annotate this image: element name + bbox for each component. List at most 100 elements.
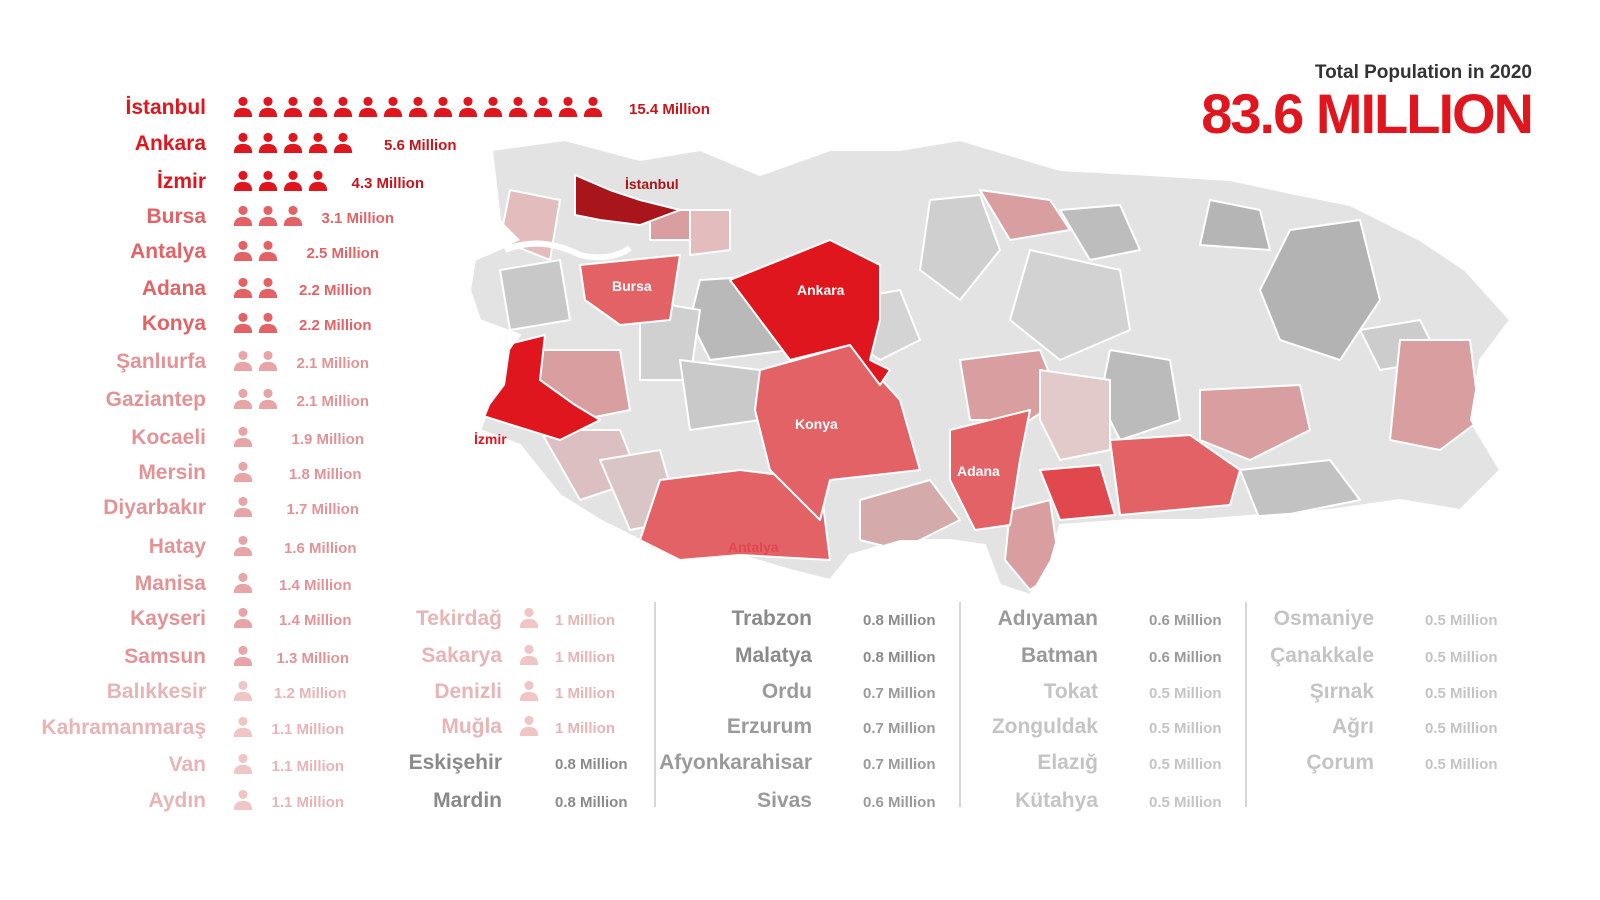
value-label: 1.3 Million [277,650,350,667]
bar-row: Ordu 0.7 Million [762,680,936,703]
map-label-ankara: Ankara [797,282,845,298]
value-label: 1 Million [555,720,615,737]
bar-row: Çanakkale 0.5 Million [1270,644,1497,667]
category-label: Erzurum [727,715,812,738]
value-label: 2.5 Million [307,245,380,262]
category-label: Mersin [138,461,206,484]
value-label: 0.8 Million [863,612,936,629]
category-label: Malatya [735,644,812,667]
category-label: Muğla [441,715,502,738]
person-icon [283,205,303,226]
person-icon [1113,644,1126,665]
person-icon [258,535,271,556]
value-label: 0.6 Million [1149,649,1222,666]
person-icon [258,277,278,298]
person-icon [519,715,539,736]
bar-row: İstanbul 15.4 Million [125,96,709,119]
category-label: Diyarbakır [103,496,206,519]
person-icon [1113,751,1123,772]
header: Total Population in 2020 83.6 MILLION [1201,62,1534,142]
person-icon [608,96,616,117]
value-label: 1.4 Million [279,612,352,629]
person-icon [558,96,578,117]
category-label: Şanlıurfa [116,350,206,373]
category-label: Ağrı [1332,715,1374,738]
person-icon [1389,644,1399,665]
person-icon [233,132,253,153]
bar-row: Denizli 1 Million [434,680,615,703]
province-gray-4 [1259,219,1381,361]
person-icon [308,170,328,191]
value-label: 0.5 Million [1149,720,1222,737]
category-label: Kocaeli [131,426,206,449]
category-label: Ankara [135,132,207,155]
value-label: 2.1 Million [297,355,370,372]
value-label: 0.5 Million [1425,649,1498,666]
map-label-izmir: İzmir [474,431,507,447]
person-icon [519,680,539,701]
person-icon [333,132,353,153]
sea-of-marmara [503,240,632,261]
value-label: 0.5 Million [1425,720,1498,737]
category-label: Van [169,753,206,776]
person-icon [433,96,453,117]
person-icon [258,645,264,666]
person-icon [1389,607,1399,628]
category-label: İstanbul [125,96,206,119]
person-icon [283,96,303,117]
person-icon [233,645,253,666]
person-icon [233,535,253,556]
bar-row: Tokat 0.5 Million [1044,680,1222,703]
bar-row: İzmir 4.3 Million [157,170,424,193]
province-mersin [859,479,961,551]
bar-row: Ankara 5.6 Million [135,132,457,155]
bar-row: Trabzon 0.8 Million [731,607,935,630]
person-icon [258,388,278,409]
person-icon [827,680,842,701]
value-label: 0.7 Million [863,720,936,737]
person-icon [1113,680,1123,701]
value-label: 1 Million [555,612,615,629]
value-label: 1 Million [555,685,615,702]
bar-row: Antalya 2.5 Million [130,240,379,263]
bar-row: Samsun 1.3 Million [124,645,349,668]
person-icon [233,312,253,333]
value-label: 0.5 Million [1425,685,1498,702]
person-icon [358,96,378,117]
bar-row: Tekirdağ 1 Million [416,607,615,630]
category-label: Balıkkesir [107,680,206,703]
value-label: 1.2 Million [274,685,347,702]
person-icon [483,96,503,117]
person-icon [1389,680,1399,701]
category-label: Adıyaman [998,607,1098,630]
person-icon [827,715,842,736]
bar-row: Mersin 1.8 Million [138,461,361,484]
province-sanliurfa [1109,434,1241,516]
person-icon [258,96,278,117]
value-label: 0.6 Million [863,794,936,811]
province-antalya [639,469,831,561]
category-label: Elazığ [1037,751,1098,774]
person-icon [1113,715,1123,736]
value-label: 1.1 Million [272,721,345,738]
bar-row: Osmaniye 0.5 Million [1274,607,1498,630]
category-label: Zonguldak [992,715,1098,738]
category-label: Çorum [1306,751,1374,774]
bar-row: Balıkkesir 1.2 Million [107,680,347,703]
bar-row: Afyonkarahisar 0.7 Million [659,751,935,774]
person-icon [233,496,253,517]
person-icon [258,426,277,447]
person-icon [519,644,539,665]
province-bursa [579,254,681,326]
category-label: Bursa [146,205,206,228]
person-icon [519,789,536,810]
bar-row: Gaziantep 2.1 Million [106,388,369,411]
person-icon [827,751,842,772]
category-label: Osmaniye [1274,607,1374,630]
category-label: Şırnak [1310,680,1375,703]
category-label: Trabzon [731,607,812,630]
person-icon [508,96,528,117]
person-icon [827,607,844,628]
